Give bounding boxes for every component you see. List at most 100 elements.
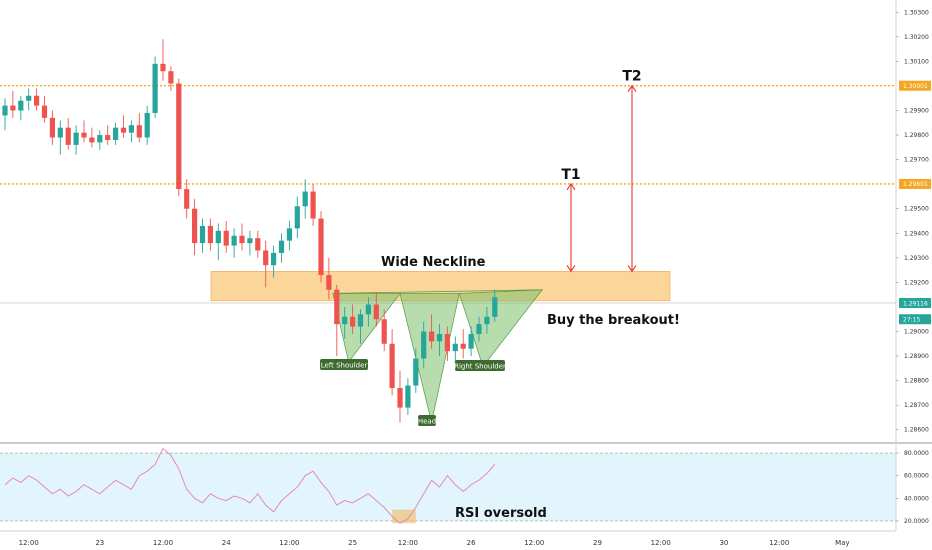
candle-body-47: [373, 304, 379, 320]
candle-body-16: [128, 125, 134, 133]
price-tick-6: 1.29500: [904, 206, 929, 213]
time-tick-6: 12:00: [398, 539, 418, 547]
candle-body-51: [405, 385, 411, 408]
pattern-tag-2: Right Shoulder: [454, 362, 506, 370]
pattern-tag-0: Left Shoulder: [321, 361, 368, 369]
price-tick-2: 1.30100: [904, 58, 929, 65]
price-tick-12: 1.28800: [904, 378, 929, 385]
time-tick-8: 12:00: [524, 539, 544, 547]
candle-body-41: [326, 275, 332, 290]
candle-body-33: [263, 250, 269, 266]
target-head-bottom-T1: [566, 265, 576, 273]
candle-body-61: [484, 316, 490, 325]
rsi-panel: RSI oversold: [0, 447, 896, 524]
time-tick-2: 12:00: [153, 539, 173, 547]
target-label-T2: T2: [622, 69, 641, 85]
candle-body-54: [429, 331, 435, 342]
candle-body-56: [444, 333, 450, 352]
candle-body-49: [389, 343, 395, 388]
candle-body-59: [468, 333, 474, 349]
candle-body-20: [160, 63, 166, 72]
candle-body-60: [476, 324, 482, 334]
candle-body-38: [302, 191, 308, 207]
candle-body-22: [176, 83, 182, 190]
candle-body-43: [342, 316, 348, 325]
candle-body-30: [239, 235, 245, 244]
candle-body-1: [10, 105, 16, 111]
candle-body-4: [34, 95, 40, 106]
price-tag-bg-3: [899, 314, 931, 325]
candle-body-29: [231, 235, 237, 246]
wide-neckline-label: Wide Neckline: [381, 255, 486, 270]
price-tag-2: 1.29116: [903, 300, 928, 307]
price-tick-9: 1.29200: [904, 279, 929, 286]
time-tick-12: 12:00: [769, 539, 789, 547]
pattern-tag-1: Head: [418, 417, 436, 425]
price-tag-bg-2: [899, 298, 931, 309]
left-shoulder-shape: [332, 293, 401, 363]
candle-body-57: [452, 343, 458, 352]
price-tick-13: 1.28700: [904, 402, 929, 409]
pattern-tag-bg-0: [320, 359, 368, 370]
candle-body-5: [41, 105, 48, 118]
candle-body-10: [81, 132, 87, 138]
candle-body-8: [65, 127, 71, 145]
candle-body-18: [144, 112, 150, 138]
candle-body-62: [492, 297, 498, 317]
target-head-top-T1: [566, 182, 576, 191]
candle-body-55: [436, 333, 443, 342]
candle-body-15: [120, 127, 127, 133]
candle-body-53: [421, 331, 427, 359]
price-tag-bg-0: [899, 80, 931, 91]
rsi-band: [0, 453, 896, 521]
candle-body-9: [73, 132, 79, 145]
time-tick-9: 29: [593, 539, 602, 547]
candle-body-19: [152, 63, 158, 113]
candles: [2, 39, 498, 423]
candle-body-7: [57, 127, 63, 138]
candle-body-13: [105, 135, 111, 140]
candle-body-52: [413, 358, 419, 386]
candle-body-14: [113, 127, 119, 140]
candle-body-37: [294, 206, 300, 229]
price-tick-3: 1.29900: [904, 108, 929, 115]
price-tick-8: 1.29300: [904, 255, 929, 262]
price-tag-1: 1.29601: [903, 181, 928, 188]
candle-body-44: [350, 316, 356, 327]
rsi-oversold-box: [392, 509, 416, 524]
candle-body-21: [168, 71, 174, 84]
candle-body-32: [255, 238, 261, 251]
candle-body-2: [18, 100, 24, 111]
candle-body-34: [271, 252, 277, 266]
pattern-tag-bg-2: [455, 360, 505, 371]
rsi-tick-1: 60.0000: [904, 473, 929, 480]
candle-body-26: [207, 225, 213, 244]
grid: [0, 0, 932, 532]
candle-body-46: [365, 304, 371, 315]
price-tick-5: 1.29700: [904, 157, 929, 164]
candle-body-11: [89, 137, 95, 143]
price-tick-1: 1.30200: [904, 34, 929, 41]
candle-body-23: [184, 189, 190, 209]
time-tick-7: 26: [467, 539, 476, 547]
candle-body-58: [460, 343, 466, 349]
candle-body-36: [286, 228, 292, 241]
pattern-tag-bg-1: [418, 415, 436, 426]
horizontal-levels: [0, 85, 896, 304]
candle-body-48: [381, 319, 387, 344]
candle-body-50: [397, 387, 403, 408]
price-tick-7: 1.29400: [904, 230, 929, 237]
target-head-top-T2: [627, 84, 637, 93]
pattern-neckline: [332, 289, 543, 294]
target-label-T1: T1: [561, 167, 580, 183]
right-shoulder-shape: [458, 289, 543, 368]
target-head-bottom-T2: [627, 265, 637, 273]
candle-body-39: [310, 191, 316, 219]
candle-body-24: [192, 208, 198, 244]
candle-body-28: [223, 230, 229, 246]
time-tick-11: 30: [719, 539, 728, 547]
candle-body-6: [49, 117, 55, 138]
candle-body-42: [334, 289, 340, 325]
